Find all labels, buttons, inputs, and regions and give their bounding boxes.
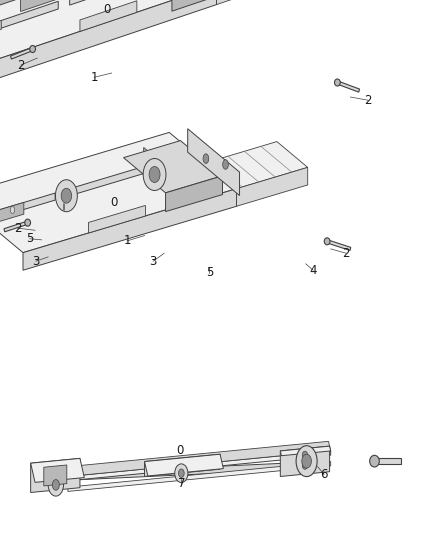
Polygon shape bbox=[144, 148, 160, 168]
Ellipse shape bbox=[149, 166, 160, 182]
Polygon shape bbox=[327, 240, 351, 251]
Polygon shape bbox=[11, 47, 33, 59]
Polygon shape bbox=[145, 454, 220, 477]
Text: 4: 4 bbox=[309, 264, 317, 277]
Text: 2: 2 bbox=[342, 247, 350, 260]
Polygon shape bbox=[31, 458, 80, 492]
Polygon shape bbox=[0, 1, 58, 45]
Polygon shape bbox=[280, 446, 330, 477]
Polygon shape bbox=[23, 189, 237, 270]
Polygon shape bbox=[337, 81, 360, 92]
Ellipse shape bbox=[302, 451, 307, 458]
Ellipse shape bbox=[296, 446, 317, 477]
Text: 0: 0 bbox=[103, 3, 111, 16]
Text: 1: 1 bbox=[123, 235, 131, 247]
Text: 6: 6 bbox=[320, 468, 328, 481]
Polygon shape bbox=[0, 0, 151, 29]
Polygon shape bbox=[88, 205, 145, 233]
Text: 3: 3 bbox=[150, 255, 157, 268]
Polygon shape bbox=[216, 0, 293, 5]
Polygon shape bbox=[280, 446, 331, 456]
Polygon shape bbox=[374, 458, 401, 464]
Polygon shape bbox=[237, 167, 307, 206]
Polygon shape bbox=[124, 141, 223, 193]
Text: 2: 2 bbox=[364, 94, 372, 107]
Text: 0: 0 bbox=[110, 197, 118, 209]
Polygon shape bbox=[206, 142, 307, 189]
Polygon shape bbox=[66, 441, 331, 477]
Polygon shape bbox=[4, 221, 28, 232]
Polygon shape bbox=[172, 0, 223, 11]
Polygon shape bbox=[31, 458, 84, 482]
Ellipse shape bbox=[175, 464, 188, 482]
Polygon shape bbox=[160, 457, 206, 467]
Ellipse shape bbox=[203, 154, 209, 164]
Polygon shape bbox=[21, 0, 83, 12]
Polygon shape bbox=[0, 0, 216, 60]
Polygon shape bbox=[64, 161, 160, 198]
Polygon shape bbox=[44, 465, 67, 486]
Polygon shape bbox=[0, 203, 24, 226]
Polygon shape bbox=[68, 462, 331, 491]
Text: 0: 0 bbox=[176, 443, 183, 457]
Polygon shape bbox=[68, 451, 331, 481]
Polygon shape bbox=[0, 0, 216, 79]
Ellipse shape bbox=[10, 206, 14, 213]
Ellipse shape bbox=[370, 455, 379, 467]
Text: 3: 3 bbox=[32, 255, 39, 268]
Text: 7: 7 bbox=[177, 478, 185, 490]
Ellipse shape bbox=[30, 45, 35, 53]
Polygon shape bbox=[0, 193, 55, 230]
Text: 1: 1 bbox=[90, 71, 98, 84]
Polygon shape bbox=[70, 0, 172, 5]
Ellipse shape bbox=[61, 188, 72, 203]
Polygon shape bbox=[80, 1, 137, 31]
Polygon shape bbox=[0, 132, 237, 253]
Ellipse shape bbox=[302, 454, 311, 468]
Polygon shape bbox=[187, 129, 240, 196]
Ellipse shape bbox=[56, 180, 78, 212]
Ellipse shape bbox=[48, 474, 64, 496]
Ellipse shape bbox=[143, 158, 166, 190]
Text: 5: 5 bbox=[26, 232, 33, 245]
Ellipse shape bbox=[223, 160, 228, 169]
Ellipse shape bbox=[25, 219, 31, 226]
Polygon shape bbox=[80, 462, 312, 480]
Text: 2: 2 bbox=[14, 222, 21, 235]
Ellipse shape bbox=[302, 462, 307, 470]
Text: 2: 2 bbox=[17, 59, 25, 71]
Ellipse shape bbox=[179, 469, 184, 478]
Ellipse shape bbox=[335, 79, 340, 86]
Polygon shape bbox=[145, 454, 223, 476]
Text: 5: 5 bbox=[206, 266, 213, 279]
Ellipse shape bbox=[53, 480, 59, 490]
Polygon shape bbox=[166, 176, 223, 212]
Ellipse shape bbox=[324, 238, 330, 245]
Polygon shape bbox=[0, 20, 1, 35]
